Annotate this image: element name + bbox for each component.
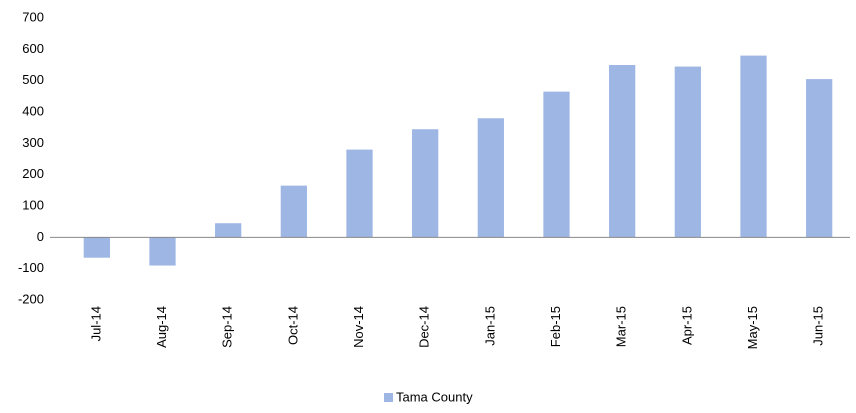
y-tick-label: 600 [22,41,44,56]
bar [346,149,373,238]
bar [740,55,767,238]
y-tick-label: -100 [18,260,44,275]
x-tick-label: Sep-14 [220,306,235,348]
y-tick-label: 200 [22,166,44,181]
x-tick-label: Mar-15 [614,306,629,347]
bar [149,237,176,266]
x-tick-label: Oct-14 [285,306,300,345]
y-tick-label: 0 [37,229,44,244]
x-tick-label: Jul-14 [88,306,103,341]
x-tick-label: Dec-14 [417,306,432,348]
x-tick-label: Feb-15 [548,306,563,347]
x-tick-label: Nov-14 [351,306,366,348]
bar [609,65,636,238]
y-tick-label: -200 [18,291,44,306]
y-tick-label: 700 [22,9,44,24]
x-tick-label: Apr-15 [679,306,694,345]
legend-label: Tama County [396,389,473,404]
x-tick-label: Jun-15 [811,306,826,346]
legend-swatch [384,393,393,402]
y-tick-label: 500 [22,72,44,87]
bar [543,91,570,238]
x-tick-label: Aug-14 [154,306,169,348]
bar [806,79,833,238]
y-tick-label: 400 [22,103,44,118]
bar [83,237,110,258]
bar [674,66,701,238]
bar [280,185,307,238]
bar [412,129,439,238]
y-tick-label: 300 [22,135,44,150]
x-tick-label: Jan-15 [482,306,497,346]
bar [215,223,242,238]
y-tick-label: 100 [22,197,44,212]
x-tick-label: May-15 [745,306,760,349]
bar [477,118,504,238]
